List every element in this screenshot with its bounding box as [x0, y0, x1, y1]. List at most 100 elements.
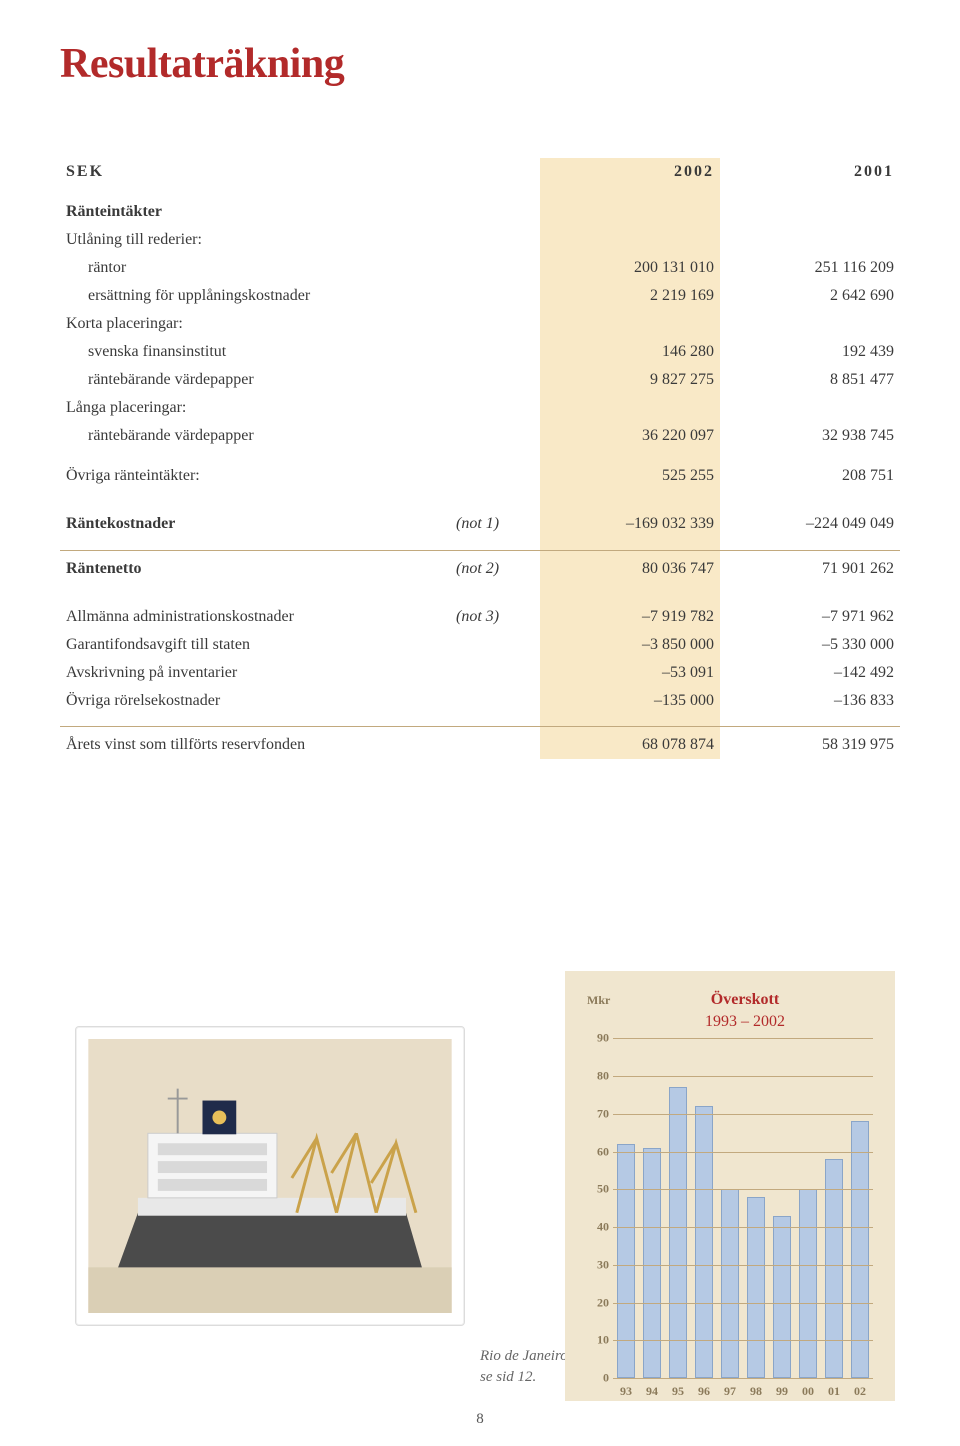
row-rantekost-2002: –169 032 339 — [540, 510, 720, 538]
chart-xtick: 96 — [694, 1384, 714, 1399]
chart-xtick: 94 — [642, 1384, 662, 1399]
chart-ytick: 40 — [585, 1220, 609, 1235]
row-rantevp1-label: räntebärande värdepapper — [60, 366, 450, 394]
row-rantenetto-2002: 80 036 747 — [540, 555, 720, 583]
chart-bar — [825, 1159, 843, 1378]
chart-gridline — [613, 1114, 873, 1115]
row-rantevp2-2002: 36 220 097 — [540, 422, 720, 450]
chart-gridline — [613, 1340, 873, 1341]
chart-gridline — [613, 1189, 873, 1190]
chart-xtick: 95 — [668, 1384, 688, 1399]
row-rantenetto-label: Räntenetto — [60, 555, 450, 583]
row-avskr-2002: –53 091 — [540, 659, 720, 687]
row-garanti-2002: –3 850 000 — [540, 631, 720, 659]
row-rantekost-label: Räntekostnader — [60, 510, 450, 538]
row-ovriga-ri-2001: 208 751 — [720, 462, 900, 490]
income-statement-table: SEK 2002 2001 Ränteintäkter Utlåning til… — [60, 158, 900, 759]
row-rantevp1-2001: 8 851 477 — [720, 366, 900, 394]
row-ovriga-rk-label: Övriga rörelsekostnader — [60, 687, 450, 715]
chart-gridline — [613, 1227, 873, 1228]
chart-ytick: 0 — [585, 1371, 609, 1386]
chart-gridline — [613, 1038, 873, 1039]
chart-x-axis: 93949596979899000102 — [613, 1384, 873, 1399]
page-content: Resultaträkning SEK 2002 2001 Ränteintäk… — [0, 0, 960, 759]
row-arets-label: Årets vinst som tillförts reservfonden — [60, 731, 450, 759]
chart-bar — [617, 1144, 635, 1378]
row-rantekost-2001: –224 049 049 — [720, 510, 900, 538]
ship-illustration — [88, 1039, 452, 1313]
row-rantor-2001: 251 116 209 — [720, 254, 900, 282]
row-arets-2002: 68 078 874 — [540, 731, 720, 759]
photo-frame — [75, 1026, 465, 1326]
caption-line2: se sid 12. — [480, 1369, 536, 1385]
row-svenska-label: svenska finansinstitut — [60, 338, 450, 366]
chart-bar — [669, 1087, 687, 1378]
chart-title-line2: 1993 – 2002 — [705, 1013, 785, 1030]
row-ersattning-2002: 2 219 169 — [540, 282, 720, 310]
chart-bars — [613, 1038, 873, 1378]
row-ovriga-rk-2002: –135 000 — [540, 687, 720, 715]
chart-bar — [773, 1216, 791, 1378]
row-admin-2002: –7 919 782 — [540, 603, 720, 631]
row-korta: Korta placeringar: — [60, 310, 450, 338]
currency-header: SEK — [60, 158, 450, 186]
photo-caption: Rio de Janeiro, se sid 12. — [480, 1346, 572, 1388]
section-ranteintakter: Ränteintäkter — [60, 198, 450, 226]
chart-gridline — [613, 1076, 873, 1077]
row-avskr-label: Avskrivning på inventarier — [60, 659, 450, 687]
chart-ytick: 10 — [585, 1333, 609, 1348]
row-ersattning-2001: 2 642 690 — [720, 282, 900, 310]
chart-plot-area: 0102030405060708090 — [613, 1038, 873, 1378]
chart-gridline — [613, 1265, 873, 1266]
chart-ytick: 70 — [585, 1106, 609, 1121]
row-ovriga-ri-2002: 525 255 — [540, 462, 720, 490]
lower-region: Rio de Janeiro, se sid 12. Mkr Överskott… — [0, 886, 960, 1446]
chart-xtick: 00 — [798, 1384, 818, 1399]
row-ersattning-label: ersättning för upplåningskostnader — [60, 282, 450, 310]
chart-bar — [695, 1106, 713, 1378]
row-rantenetto-note: (not 2) — [450, 555, 540, 583]
row-garanti-label: Garantifondsavgift till staten — [60, 631, 450, 659]
row-rantor-label: räntor — [60, 254, 450, 282]
caption-line1: Rio de Janeiro, — [480, 1348, 572, 1364]
chart-xtick: 99 — [772, 1384, 792, 1399]
chart-xtick: 97 — [720, 1384, 740, 1399]
row-ovriga-ri-label: Övriga ränteintäkter: — [60, 462, 450, 490]
chart-bar — [721, 1189, 739, 1378]
row-rantevp2-2001: 32 938 745 — [720, 422, 900, 450]
chart-xtick: 02 — [850, 1384, 870, 1399]
row-avskr-2001: –142 492 — [720, 659, 900, 687]
row-admin-2001: –7 971 962 — [720, 603, 900, 631]
row-rantevp1-2002: 9 827 275 — [540, 366, 720, 394]
chart-title-line1: Överskott — [711, 991, 779, 1008]
row-admin-note: (not 3) — [450, 603, 540, 631]
chart-ytick: 50 — [585, 1182, 609, 1197]
year-2002-header: 2002 — [540, 158, 720, 186]
row-garanti-2001: –5 330 000 — [720, 631, 900, 659]
page-title: Resultaträkning — [60, 40, 900, 88]
chart-ytick: 20 — [585, 1295, 609, 1310]
chart-ytick: 90 — [585, 1031, 609, 1046]
chart-ytick: 80 — [585, 1068, 609, 1083]
page-number: 8 — [0, 1411, 960, 1428]
row-rantekost-note: (not 1) — [450, 510, 540, 538]
year-2001-header: 2001 — [720, 158, 900, 186]
chart-xtick: 93 — [616, 1384, 636, 1399]
row-svenska-2001: 192 439 — [720, 338, 900, 366]
chart-bar — [747, 1197, 765, 1378]
chart-bar — [799, 1189, 817, 1378]
chart-xtick: 01 — [824, 1384, 844, 1399]
row-svenska-2002: 146 280 — [540, 338, 720, 366]
chart-title: Överskott 1993 – 2002 — [617, 989, 873, 1032]
row-rantenetto-2001: 71 901 262 — [720, 555, 900, 583]
chart-gridline — [613, 1152, 873, 1153]
overskott-chart: Mkr Överskott 1993 – 2002 01020304050607… — [565, 971, 895, 1401]
row-rantor-2002: 200 131 010 — [540, 254, 720, 282]
row-rantevp2-label: räntebärande värdepapper — [60, 422, 450, 450]
row-admin-label: Allmänna administrationskostnader — [60, 603, 450, 631]
row-arets-2001: 58 319 975 — [720, 731, 900, 759]
row-langa: Långa placeringar: — [60, 394, 450, 422]
chart-ytick: 30 — [585, 1257, 609, 1272]
chart-y-unit: Mkr — [587, 993, 610, 1008]
chart-gridline — [613, 1378, 873, 1379]
